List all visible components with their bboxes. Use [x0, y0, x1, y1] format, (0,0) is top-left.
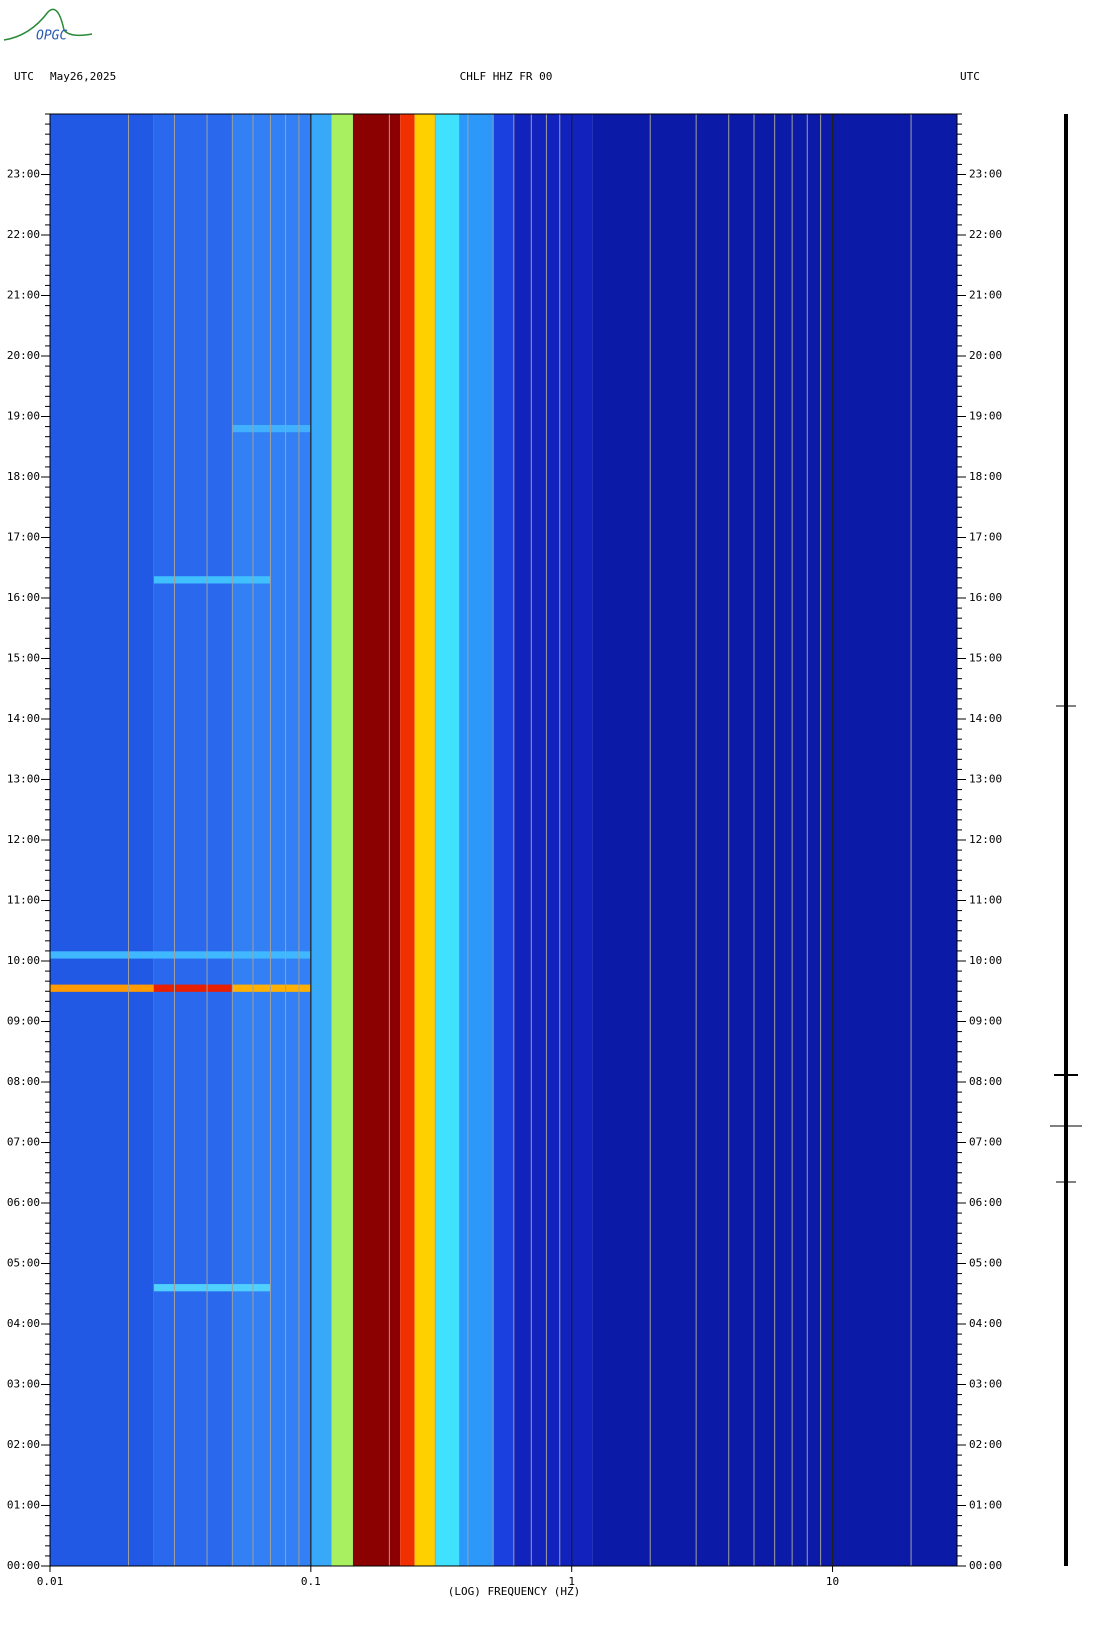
y-tick-label: 01:00	[7, 1499, 40, 1512]
event-streak	[50, 984, 154, 992]
y-tick-label: 18:00	[7, 470, 40, 483]
y-tick-label: 11:00	[7, 894, 40, 907]
y-tick-label-right: 07:00	[969, 1136, 1002, 1149]
y-tick-label: 15:00	[7, 652, 40, 665]
y-tick-label-right: 20:00	[969, 349, 1002, 362]
spectral-band	[400, 114, 415, 1566]
plot-frame	[49, 113, 958, 1567]
event-streak	[50, 951, 311, 959]
chart-title: CHLF HHZ FR 00	[460, 70, 553, 83]
event-streak	[153, 984, 233, 992]
y-tick-label-right: 04:00	[969, 1317, 1002, 1330]
y-tick-label-right: 23:00	[969, 168, 1002, 181]
x-tick-label: 0.01	[37, 1575, 64, 1588]
y-tick-label-right: 15:00	[969, 652, 1002, 665]
event-streak	[153, 576, 271, 584]
y-tick-label: 03:00	[7, 1378, 40, 1391]
y-tick-label: 19:00	[7, 410, 40, 423]
spectral-band	[435, 114, 460, 1566]
x-tick-label: 1	[568, 1575, 575, 1588]
y-tick-label: 13:00	[7, 773, 40, 786]
seismogram	[1050, 114, 1082, 1566]
y-tick-label-right: 10:00	[969, 954, 1002, 967]
y-tick-label: 02:00	[7, 1438, 40, 1451]
y-tick-label: 12:00	[7, 833, 40, 846]
y-tick-label: 07:00	[7, 1136, 40, 1149]
x-axis-label: (LOG) FREQUENCY (HZ)	[448, 1585, 580, 1598]
y-tick-label: 04:00	[7, 1317, 40, 1330]
y-tick-label-right: 13:00	[969, 773, 1002, 786]
event-streak	[153, 1284, 271, 1292]
x-tick-label: 10	[826, 1575, 839, 1588]
logo: OPGC	[3, 8, 93, 44]
event-streak	[232, 984, 311, 992]
y-tick-label-right: 18:00	[969, 470, 1002, 483]
header-date: May26,2025	[50, 70, 116, 83]
spectral-band	[459, 114, 494, 1566]
header-utc-right: UTC	[960, 70, 980, 83]
spectral-band	[414, 114, 436, 1566]
y-tick-label: 21:00	[7, 289, 40, 302]
y-tick-label-right: 21:00	[969, 289, 1002, 302]
y-tick-label: 06:00	[7, 1196, 40, 1209]
y-tick-label: 05:00	[7, 1257, 40, 1270]
spectral-band	[153, 114, 233, 1566]
x-tick-label: 0.1	[301, 1575, 321, 1588]
y-tick-label: 10:00	[7, 954, 40, 967]
y-tick-label: 09:00	[7, 1015, 40, 1028]
y-tick-label: 00:00	[7, 1559, 40, 1572]
y-tick-label-right: 06:00	[969, 1196, 1002, 1209]
y-tick-label-right: 17:00	[969, 531, 1002, 544]
y-tick-label: 14:00	[7, 712, 40, 725]
y-tick-label: 17:00	[7, 531, 40, 544]
y-tick-label-right: 12:00	[969, 833, 1002, 846]
y-tick-label-right: 09:00	[969, 1015, 1002, 1028]
y-tick-label-right: 14:00	[969, 712, 1002, 725]
y-tick-label: 08:00	[7, 1075, 40, 1088]
y-tick-label-right: 22:00	[969, 228, 1002, 241]
y-tick-label-right: 16:00	[969, 591, 1002, 604]
y-tick-label: 20:00	[7, 349, 40, 362]
header-utc-left: UTC	[14, 70, 34, 83]
spectral-band	[50, 114, 154, 1566]
y-tick-label-right: 08:00	[969, 1075, 1002, 1088]
y-tick-label-right: 03:00	[969, 1378, 1002, 1391]
spectral-band	[331, 114, 353, 1566]
spectral-band	[493, 114, 514, 1566]
event-streak	[232, 424, 311, 433]
y-tick-label-right: 19:00	[969, 410, 1002, 423]
y-tick-label-right: 01:00	[969, 1499, 1002, 1512]
y-tick-label: 23:00	[7, 168, 40, 181]
spectral-band	[310, 114, 332, 1566]
y-tick-label-right: 02:00	[969, 1438, 1002, 1451]
y-tick-label-right: 05:00	[969, 1257, 1002, 1270]
spectral-band	[352, 114, 401, 1566]
y-tick-label-right: 11:00	[969, 894, 1002, 907]
y-tick-label-right: 00:00	[969, 1559, 1002, 1572]
spectral-band	[232, 114, 311, 1566]
y-tick-label: 16:00	[7, 591, 40, 604]
logo-text: OPGC	[36, 29, 67, 44]
y-tick-label: 22:00	[7, 228, 40, 241]
spectral-band	[513, 114, 593, 1566]
logo-arc	[3, 8, 93, 41]
